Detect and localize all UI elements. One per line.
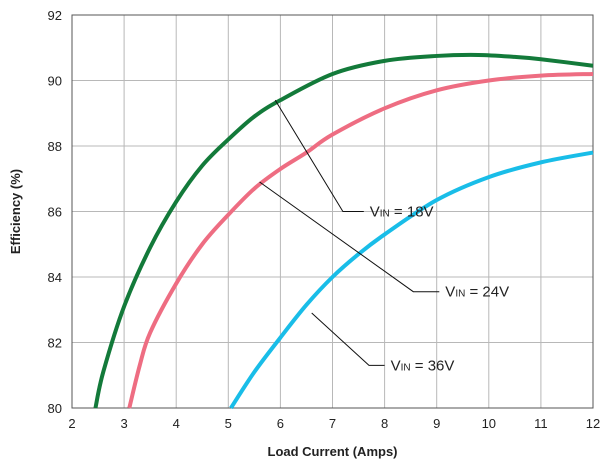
y-tick-label: 86 (48, 205, 62, 220)
series-line-vin-18v (93, 52, 594, 409)
series-layer (93, 52, 594, 410)
x-tick-labels: 2 3 4 5 6 7 8 9 10 11 12 (68, 416, 600, 431)
annotation-labels: VIN = 18V VIN = 24V VIN = 36V (370, 204, 509, 375)
y-tick-label: 84 (48, 270, 62, 285)
x-tick-label: 4 (173, 416, 180, 431)
y-tick-label: 82 (48, 336, 62, 351)
series-line-vin-36v (229, 150, 594, 410)
x-tick-label: 2 (68, 416, 75, 431)
x-tick-label: 7 (329, 416, 336, 431)
y-tick-label: 92 (48, 8, 62, 23)
leader-line-vin-36v (311, 312, 385, 366)
y-axis-title: Efficiency (%) (8, 169, 23, 254)
plot-frame (71, 14, 594, 409)
x-tick-label: 10 (482, 416, 496, 431)
series-line-vin-24v (127, 71, 594, 409)
y-tick-label: 90 (48, 74, 62, 89)
x-tick-label: 3 (120, 416, 127, 431)
x-tick-label: 8 (381, 416, 388, 431)
x-tick-label: 6 (277, 416, 284, 431)
series-label-vin-24v: VIN = 24V (445, 284, 509, 301)
leader-line-vin-24v (259, 181, 440, 293)
x-tick-label: 9 (433, 416, 440, 431)
y-tick-label: 80 (48, 401, 62, 416)
y-tick-label: 88 (48, 139, 62, 154)
x-tick-label: 11 (534, 416, 548, 431)
series-label-vin-18v: VIN = 18V (370, 204, 434, 221)
leader-line-vin-18v (274, 99, 364, 212)
annotation-leaders (259, 99, 440, 366)
x-axis-title: Load Current (Amps) (268, 444, 398, 459)
x-tick-label: 12 (586, 416, 600, 431)
series-label-vin-36v: VIN = 36V (391, 357, 455, 374)
y-tick-labels: 80 82 84 86 88 90 92 (48, 8, 62, 416)
x-tick-label: 5 (225, 416, 232, 431)
